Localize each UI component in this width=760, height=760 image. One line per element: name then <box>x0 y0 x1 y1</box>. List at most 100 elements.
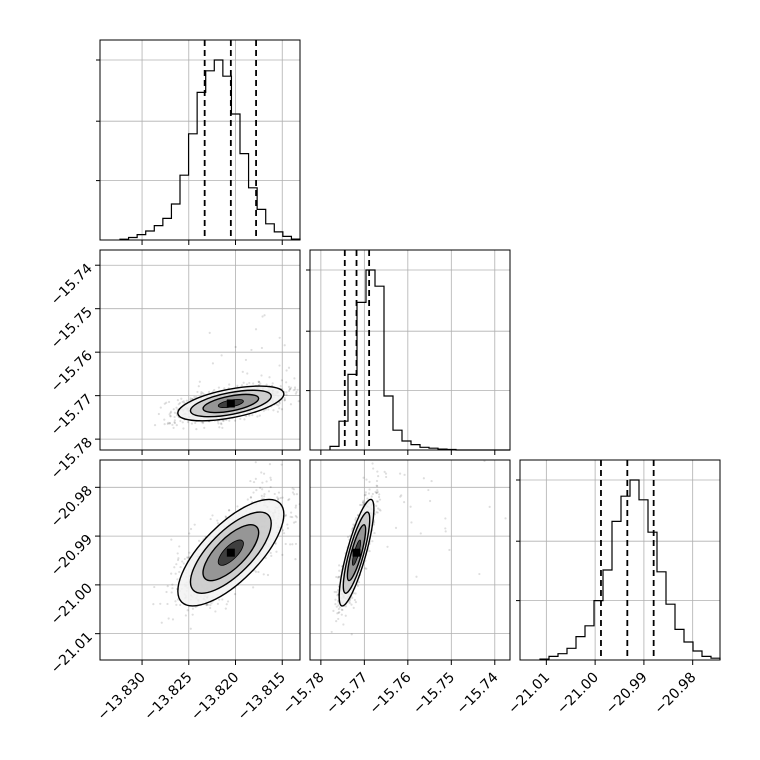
sample-point <box>216 522 220 525</box>
sample-point <box>362 499 365 502</box>
sample-point <box>300 397 302 399</box>
sample-point <box>269 478 273 481</box>
sample-point <box>337 604 340 607</box>
sample-point <box>258 414 261 417</box>
sample-point <box>288 389 291 393</box>
sample-point <box>367 492 371 495</box>
sample-point <box>234 457 236 459</box>
sample-point <box>278 441 280 443</box>
sample-point <box>326 371 328 373</box>
sample-point <box>243 418 246 421</box>
sample-point <box>360 503 363 507</box>
density-peak <box>352 548 361 557</box>
sample-point <box>179 603 182 607</box>
sample-point <box>375 479 379 483</box>
sample-point <box>303 521 305 523</box>
sample-point <box>261 497 264 500</box>
sample-point <box>262 472 266 475</box>
sample-point <box>217 422 220 425</box>
sample-point <box>265 383 268 386</box>
sample-point <box>516 528 518 530</box>
sample-point <box>223 387 226 390</box>
sample-point <box>236 384 239 387</box>
sample-point <box>602 509 604 511</box>
sample-point <box>265 480 268 483</box>
sample-point <box>294 542 298 546</box>
sample-point <box>252 491 255 494</box>
density-peak <box>226 548 235 557</box>
sample-point <box>278 402 281 405</box>
sample-point <box>337 611 340 614</box>
sample-point <box>251 414 254 417</box>
x-tick-label: −13.830 <box>95 670 149 724</box>
sample-point <box>285 391 288 394</box>
sample-point <box>354 518 357 521</box>
sample-point <box>167 400 171 404</box>
sample-point <box>259 382 262 385</box>
histogram-panel-2 <box>516 459 721 661</box>
sample-point <box>187 556 190 559</box>
sample-point <box>294 392 297 395</box>
sample-point <box>354 516 358 520</box>
sample-point <box>445 452 447 454</box>
sample-point <box>354 601 357 604</box>
sample-point <box>368 550 371 553</box>
sample-point <box>166 602 169 606</box>
x-tick-label: −15.76 <box>367 669 415 717</box>
pair-grid-2 <box>310 460 510 660</box>
sample-point <box>176 552 179 555</box>
sample-point <box>181 400 184 404</box>
sample-point <box>287 385 291 388</box>
sample-point <box>168 422 171 425</box>
sample-point <box>169 410 173 413</box>
sample-point <box>515 572 517 574</box>
sample-point <box>409 505 412 508</box>
sample-point <box>281 529 285 532</box>
sample-point <box>352 606 355 609</box>
sample-point <box>325 343 327 345</box>
sample-point <box>295 390 298 394</box>
sample-point <box>172 426 175 429</box>
y-tick-label: −15.75 <box>48 304 96 352</box>
histogram-step <box>539 479 721 660</box>
x-tick-label: −15.77 <box>323 670 371 718</box>
sample-point <box>173 411 177 414</box>
sample-point <box>291 543 294 546</box>
sample-point <box>176 558 180 562</box>
sample-point <box>305 367 307 369</box>
sample-point <box>191 397 194 401</box>
sample-point <box>209 606 212 610</box>
sample-point <box>259 486 262 489</box>
sample-point <box>207 390 211 393</box>
sample-point <box>283 396 286 400</box>
sample-point <box>182 400 185 403</box>
sample-point <box>263 314 266 317</box>
panel-frame <box>99 249 301 451</box>
sample-point <box>171 583 174 586</box>
sample-point <box>224 516 228 519</box>
sample-point <box>239 417 242 420</box>
sample-point <box>220 354 223 357</box>
sample-point <box>375 484 378 487</box>
sample-point <box>286 455 288 457</box>
sample-point <box>348 599 351 602</box>
sample-point <box>163 402 166 405</box>
sample-point <box>242 381 245 384</box>
sample-point <box>375 491 378 494</box>
sample-point <box>415 575 418 578</box>
sample-point <box>478 572 481 576</box>
sample-point <box>245 383 249 386</box>
sample-point <box>152 603 155 606</box>
sample-point <box>157 412 160 416</box>
sample-point <box>365 567 368 570</box>
y-tick-label: −15.74 <box>48 261 96 309</box>
sample-point <box>398 472 402 475</box>
sample-point <box>277 491 281 494</box>
sample-point <box>338 611 341 614</box>
sample-point <box>263 492 266 496</box>
sample-point <box>332 609 335 612</box>
sample-point <box>226 600 230 603</box>
x-tick-label: −13.825 <box>141 670 195 724</box>
sample-point <box>197 385 200 388</box>
sample-point <box>338 569 341 572</box>
